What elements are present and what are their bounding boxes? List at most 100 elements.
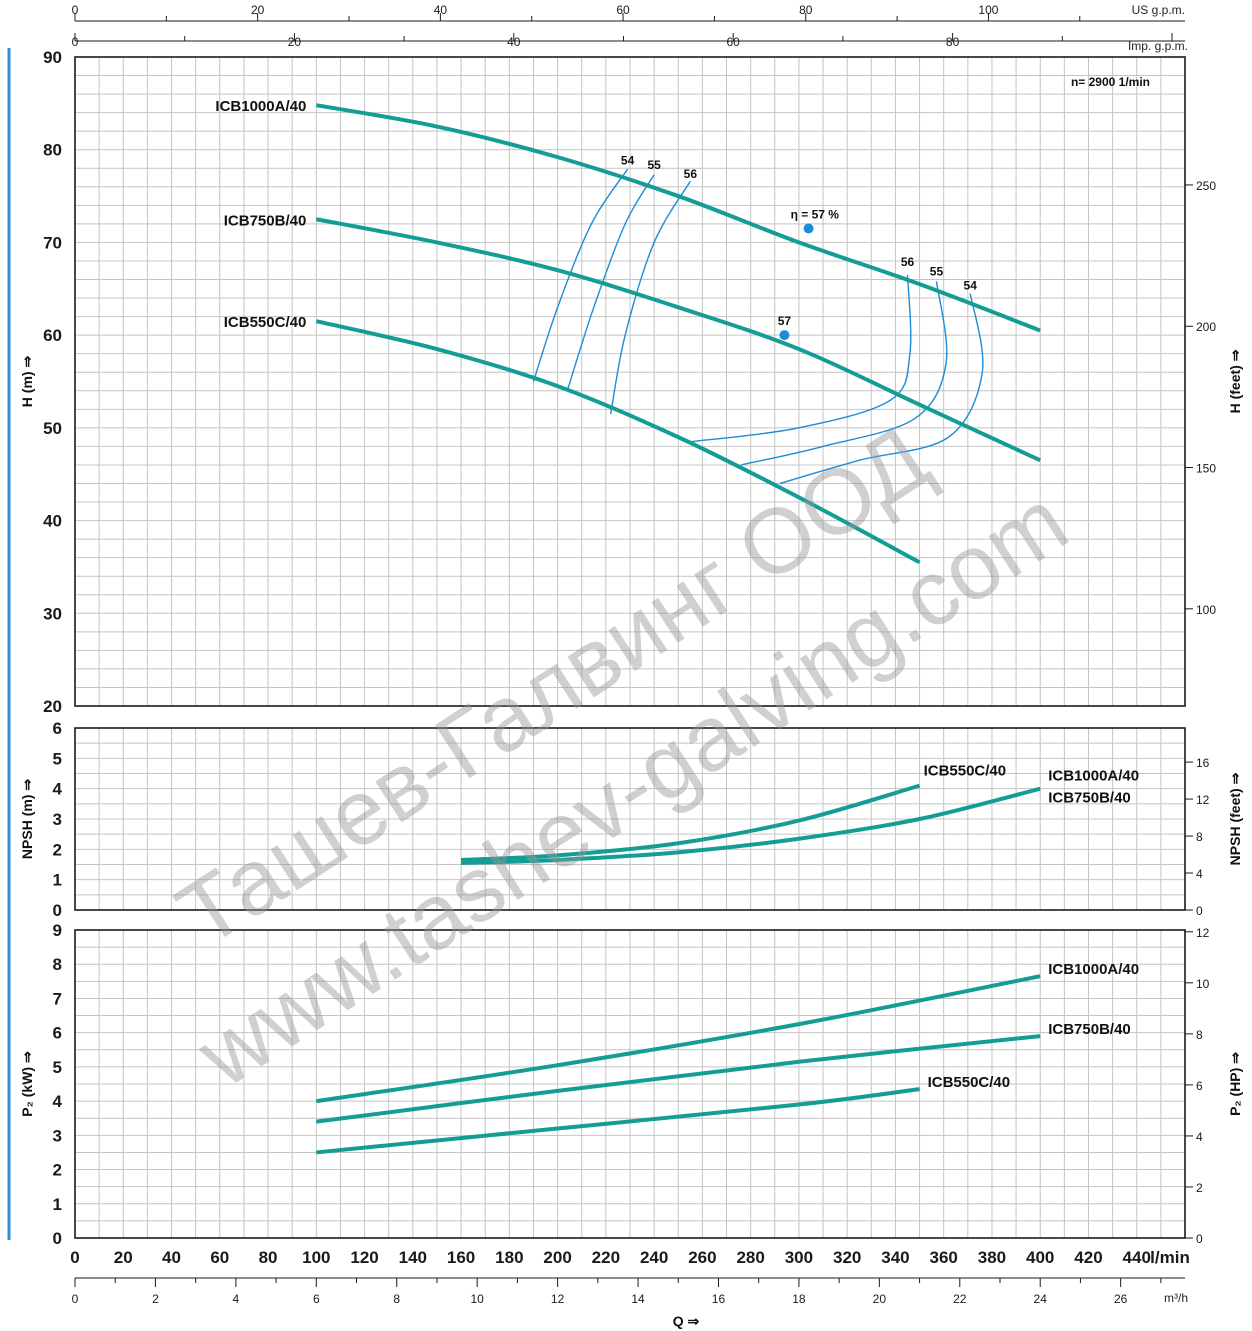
efficiency-point-label: η = 57 %	[791, 208, 840, 222]
y2-tick-label: 0	[1196, 904, 1203, 918]
efficiency-point	[803, 223, 814, 234]
panel-frame	[74, 727, 1186, 911]
lmin-tick-label: 160	[447, 1248, 475, 1267]
efficiency-point	[779, 330, 790, 341]
y-tick-label: 5	[53, 749, 62, 768]
imp-gpm-tick-label: 40	[507, 35, 521, 49]
y-tick-label: 60	[43, 326, 62, 345]
efficiency-contour-label: 56	[684, 167, 698, 181]
curves	[315, 103, 1042, 1155]
y-tick-label: 3	[53, 1126, 62, 1145]
y-tick-label: 9	[53, 921, 62, 940]
efficiency-contour-label: 54	[964, 278, 978, 292]
panel-frames	[74, 56, 1186, 1239]
efficiency-contour-label: 55	[647, 158, 661, 172]
m3h-tick-label: 12	[551, 1292, 565, 1306]
power-curve-label: ICB1000A/40	[1048, 961, 1139, 978]
lmin-unit: l/min	[1150, 1248, 1190, 1267]
y-axis-title: P₂ (kW) ⇒	[19, 1051, 35, 1117]
us-gpm-unit: US g.p.m.	[1132, 3, 1185, 17]
m3h-tick-label: 18	[792, 1292, 806, 1306]
us-gpm-tick-label: 100	[978, 3, 998, 17]
y-tick-label: 2	[53, 1161, 62, 1180]
y2-tick-label: 6	[1196, 1079, 1203, 1093]
imp-gpm-tick-label: 60	[727, 35, 741, 49]
efficiency-contour-label: 54	[621, 153, 635, 167]
m3h-tick-label: 2	[152, 1292, 159, 1306]
m3h-unit: m³/h	[1164, 1291, 1188, 1305]
efficiency-contour-54	[779, 293, 984, 485]
lmin-tick-label: 240	[640, 1248, 668, 1267]
lmin-tick-label: 40	[162, 1248, 181, 1267]
m3h-tick-label: 0	[72, 1292, 79, 1306]
y2-tick-label: 200	[1196, 320, 1216, 334]
panel-frame	[74, 929, 1186, 1239]
power-curve-label: ICB550C/40	[928, 1074, 1011, 1091]
y2-tick-label: 4	[1196, 867, 1203, 881]
lmin-tick-label: 180	[495, 1248, 523, 1267]
y2-tick-label: 100	[1196, 603, 1216, 617]
curve-labels: ICB1000A/40 ICB750B/40 ICB550C/40 η = 57 % 5…	[215, 75, 1150, 1091]
head-curve-label: ICB550C/40	[224, 314, 307, 331]
head-curve	[315, 217, 1042, 463]
y2-tick-label: 16	[1196, 756, 1210, 770]
y-tick-label: 4	[53, 780, 63, 799]
lmin-tick-label: 120	[350, 1248, 378, 1267]
us-gpm-tick-label: 40	[434, 3, 448, 17]
npsh-curve	[461, 786, 1041, 865]
lmin-tick-label: 320	[833, 1248, 861, 1267]
y-axis-title: H (m) ⇒	[19, 356, 35, 408]
lmin-tick-label: 380	[978, 1248, 1006, 1267]
y2-tick-label: 12	[1196, 793, 1210, 807]
npsh-curve-label: ICB550C/40	[924, 763, 1007, 780]
power-curve	[316, 1087, 920, 1155]
y-tick-label: 4	[53, 1092, 63, 1111]
y-tick-label: 3	[53, 810, 62, 829]
efficiency-contour-label: 56	[901, 255, 915, 269]
y2-axis-title: NPSH (feet) ⇒	[1227, 772, 1243, 865]
bottom-axes: 0 20 40 60 80 100 120 140 160 180 200 220 240 260 280 3…	[70, 1248, 1190, 1329]
y2-tick-label: 250	[1196, 179, 1216, 193]
y2-axis-title: P₂ (HP) ⇒	[1227, 1052, 1243, 1116]
y-tick-label: 40	[43, 512, 62, 531]
lmin-tick-label: 400	[1026, 1248, 1054, 1267]
lmin-tick-label: 20	[114, 1248, 133, 1267]
imp-gpm-unit: Imp. g.p.m.	[1128, 39, 1188, 53]
efficiency-contour-55	[740, 281, 948, 466]
y2-tick-label: 0	[1196, 1232, 1203, 1246]
y2-axis-title: H (feet) ⇒	[1227, 349, 1243, 413]
y-tick-label: 6	[53, 719, 62, 738]
y-tick-label: 20	[43, 697, 62, 716]
lmin-tick-label: 220	[592, 1248, 620, 1267]
lmin-tick-label: 0	[70, 1248, 79, 1267]
y-tick-label: 2	[53, 840, 62, 859]
head-curve-label: ICB750B/40	[224, 212, 307, 229]
power-curve	[316, 974, 1041, 1104]
lmin-tick-label: 440	[1123, 1248, 1151, 1267]
lmin-tick-label: 280	[736, 1248, 764, 1267]
m3h-tick-label: 24	[1034, 1292, 1048, 1306]
lmin-tick-label: 140	[399, 1248, 427, 1267]
y-tick-label: 50	[43, 419, 62, 438]
y2-tick-label: 8	[1196, 1028, 1203, 1042]
m3h-tick-label: 6	[313, 1292, 320, 1306]
imp-gpm-tick-label: 80	[946, 35, 960, 49]
m3h-tick-label: 16	[712, 1292, 726, 1306]
efficiency-contour-54	[532, 168, 629, 382]
y-tick-label: 5	[53, 1058, 62, 1077]
power-curve	[316, 1034, 1041, 1124]
lmin-tick-label: 300	[785, 1248, 813, 1267]
m3h-tick-label: 22	[953, 1292, 967, 1306]
y-tick-label: 70	[43, 233, 62, 252]
imp-gpm-tick-label: 0	[72, 35, 79, 49]
us-gpm-tick-label: 20	[251, 3, 265, 17]
efficiency-point-label: 57	[778, 314, 792, 328]
y2-tick-label: 4	[1196, 1130, 1203, 1144]
top-axes: 0 20 40 60 80 100 US g.p.m. 0 20 40 60 80 Imp. g.p.m…	[72, 3, 1188, 53]
us-gpm-tick-label: 60	[616, 3, 630, 17]
lmin-tick-label: 340	[881, 1248, 909, 1267]
lmin-tick-label: 200	[543, 1248, 571, 1267]
us-gpm-tick-label: 80	[799, 3, 813, 17]
y-tick-label: 7	[53, 989, 62, 1008]
